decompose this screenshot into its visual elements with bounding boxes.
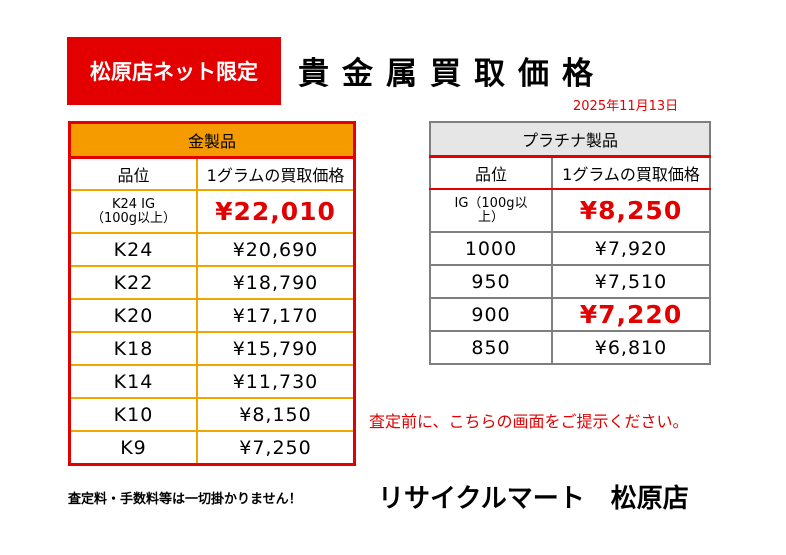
- platinum-grade-header: 品位: [430, 156, 552, 190]
- table-row: 850 ¥6,810: [430, 331, 710, 364]
- present-screen-notice: 査定前に、こちらの画面をご提示ください。: [369, 412, 689, 431]
- gold-price-table: 金製品 品位 1グラムの買取価格 K24 IG （100g以上） ¥22,010…: [68, 121, 356, 466]
- grade-cell: K22: [69, 266, 197, 300]
- net-limited-badge: 松原店ネット限定: [67, 37, 281, 105]
- grade-cell: 1000: [430, 232, 552, 266]
- grade-cell: IG（100g以 上）: [430, 189, 552, 233]
- price-date: 2025年11月13日: [573, 99, 679, 114]
- table-row: K10 ¥8,150: [69, 398, 355, 432]
- platinum-price-header: 1グラムの買取価格: [551, 156, 710, 190]
- table-row: 950 ¥7,510: [430, 265, 710, 299]
- grade-cell: K24: [69, 233, 197, 267]
- price-cell: ¥7,510: [551, 265, 710, 299]
- store-name: リサイクルマート 松原店: [378, 484, 689, 514]
- gold-grade-header: 品位: [69, 157, 197, 191]
- price-cell: ¥8,150: [196, 398, 355, 432]
- grade-cell: K24 IG （100g以上）: [69, 190, 197, 234]
- table-row: K20 ¥17,170: [69, 299, 355, 333]
- price-cell: ¥18,790: [196, 266, 355, 300]
- price-cell: ¥6,810: [551, 331, 710, 364]
- platinum-price-table: プラチナ製品 品位 1グラムの買取価格 IG（100g以 上） ¥8,250 1…: [429, 121, 711, 365]
- grade-cell: K10: [69, 398, 197, 432]
- grade-cell: K14: [69, 365, 197, 399]
- gold-table-title: 金製品: [69, 122, 355, 159]
- table-row: K24 IG （100g以上） ¥22,010: [69, 190, 355, 234]
- price-cell: ¥7,920: [551, 232, 710, 266]
- grade-cell: K20: [69, 299, 197, 333]
- price-cell: ¥22,010: [196, 190, 355, 234]
- table-row: K22 ¥18,790: [69, 266, 355, 300]
- table-row: K18 ¥15,790: [69, 332, 355, 366]
- grade-cell: 900: [430, 298, 552, 332]
- table-row: 1000 ¥7,920: [430, 232, 710, 266]
- price-cell: ¥20,690: [196, 233, 355, 267]
- table-row: 900 ¥7,220: [430, 298, 710, 332]
- table-row: K14 ¥11,730: [69, 365, 355, 399]
- price-cell: ¥8,250: [551, 189, 710, 233]
- platinum-table-title: プラチナ製品: [430, 122, 710, 158]
- grade-cell: K18: [69, 332, 197, 366]
- price-cell: ¥7,250: [196, 431, 355, 465]
- grade-cell: K9: [120, 436, 147, 459]
- table-row: K24 ¥20,690: [69, 233, 355, 267]
- price-cell: ¥15,790: [196, 332, 355, 366]
- price-cell: ¥7,220: [551, 298, 710, 332]
- grade-cell: 950: [430, 265, 552, 299]
- table-row: IG（100g以 上） ¥8,250: [430, 189, 710, 233]
- no-fee-note: 査定料・手数料等は一切掛かりません！: [68, 492, 302, 507]
- gold-price-header: 1グラムの買取価格: [196, 157, 355, 191]
- price-cell: ¥17,170: [196, 299, 355, 333]
- price-cell: ¥11,730: [196, 365, 355, 399]
- table-row: K9 ¥7,250: [70, 431, 355, 465]
- grade-cell: 850: [471, 336, 511, 359]
- page-title: 貴金属買取価格: [298, 56, 606, 92]
